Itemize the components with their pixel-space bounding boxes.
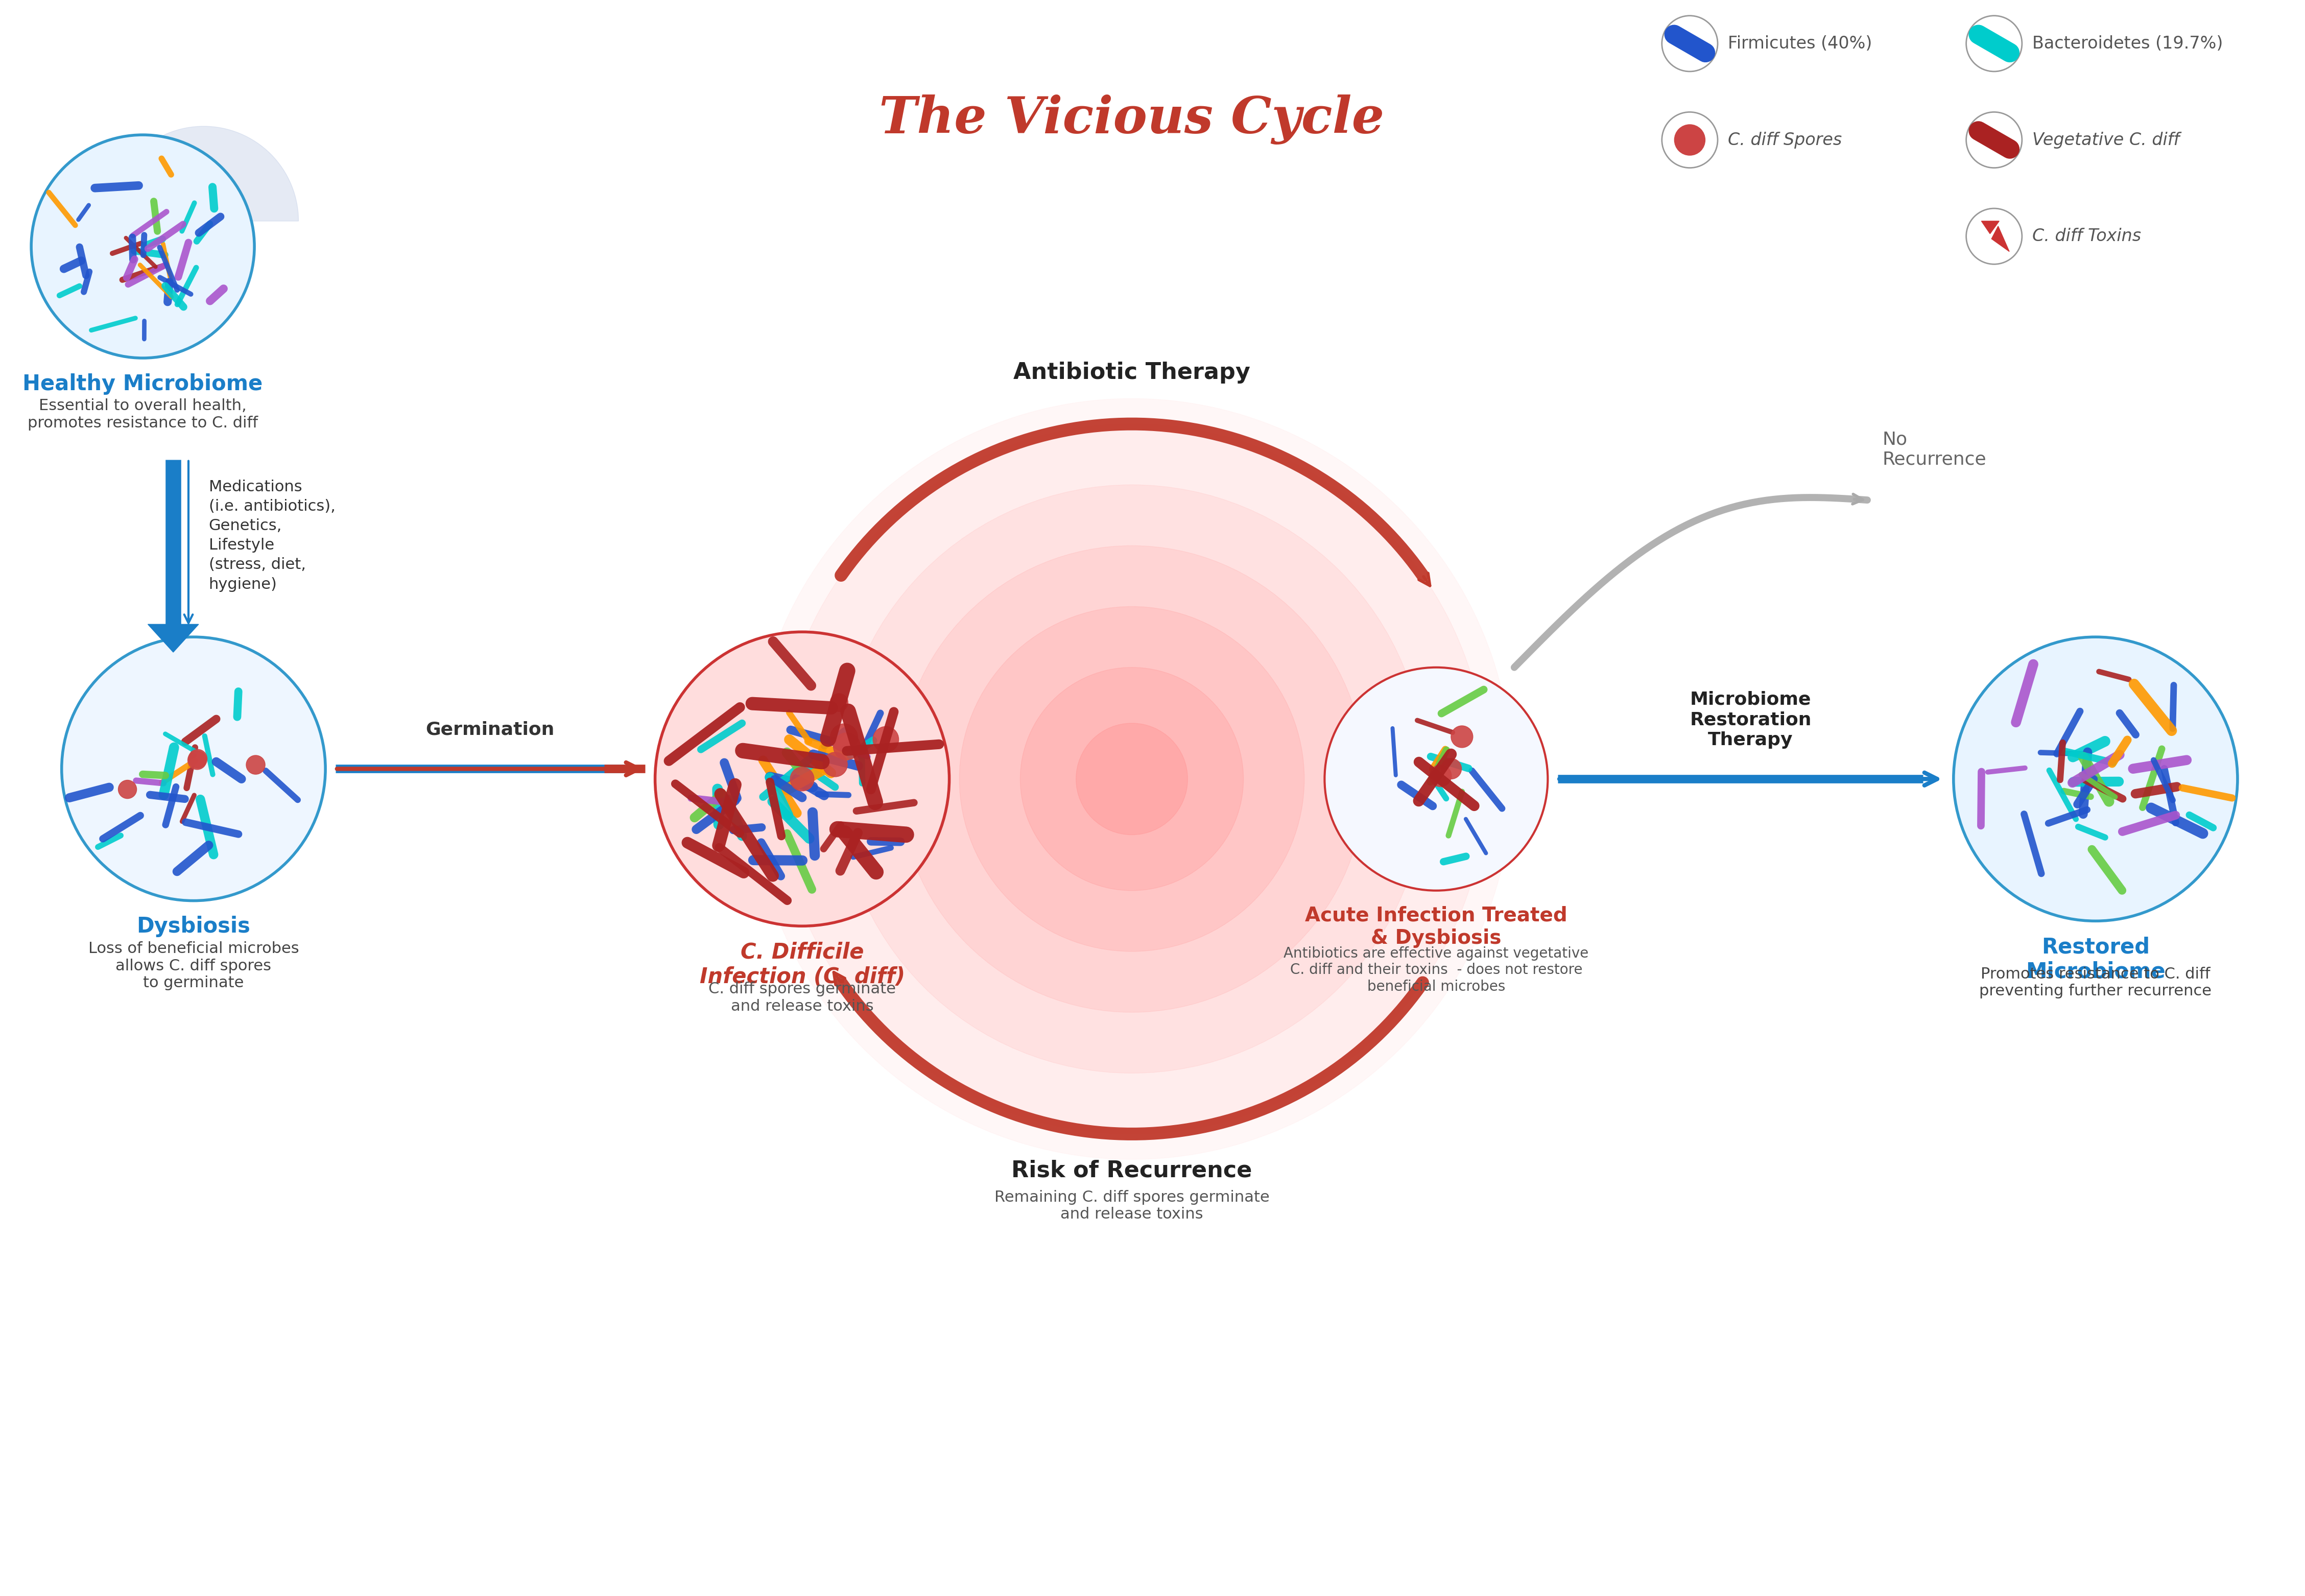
Circle shape bbox=[837, 485, 1427, 1073]
Circle shape bbox=[1662, 112, 1717, 168]
Circle shape bbox=[247, 755, 265, 774]
Circle shape bbox=[1452, 726, 1473, 747]
Polygon shape bbox=[1992, 227, 2010, 252]
Circle shape bbox=[1429, 764, 1452, 787]
Text: C. Difficile
Infection (C. diff): C. Difficile Infection (C. diff) bbox=[698, 942, 906, 988]
Text: Medications
(i.e. antibiotics),
Genetics,
Lifestyle
(stress, diet,
hygiene): Medications (i.e. antibiotics), Genetics… bbox=[210, 479, 334, 592]
Text: Firmicutes (40%): Firmicutes (40%) bbox=[1729, 35, 1872, 53]
Text: Promotes resistance to C. diff
preventing further recurrence: Promotes resistance to C. diff preventin… bbox=[1980, 967, 2213, 999]
Text: Loss of beneficial microbes
allows C. diff spores
to germinate: Loss of beneficial microbes allows C. di… bbox=[88, 942, 300, 991]
Text: Restored
Microbiome: Restored Microbiome bbox=[2026, 937, 2164, 983]
Text: Dysbiosis: Dysbiosis bbox=[136, 916, 251, 937]
Circle shape bbox=[118, 780, 136, 798]
Circle shape bbox=[1021, 667, 1242, 891]
Circle shape bbox=[189, 750, 207, 768]
Text: Acute Infection Treated
& Dysbiosis: Acute Infection Treated & Dysbiosis bbox=[1305, 907, 1567, 948]
Circle shape bbox=[1966, 209, 2021, 265]
Circle shape bbox=[834, 733, 860, 760]
Text: Antibiotic Therapy: Antibiotic Therapy bbox=[1014, 361, 1249, 383]
Circle shape bbox=[751, 399, 1512, 1159]
Text: Healthy Microbiome: Healthy Microbiome bbox=[23, 373, 263, 394]
Circle shape bbox=[1955, 637, 2238, 921]
Circle shape bbox=[1966, 112, 2021, 168]
Text: Remaining C. diff spores germinate
and release toxins: Remaining C. diff spores germinate and r… bbox=[993, 1189, 1270, 1223]
Text: Essential to overall health,
promotes resistance to C. diff: Essential to overall health, promotes re… bbox=[28, 399, 258, 431]
Text: Vegetative C. diff: Vegetative C. diff bbox=[2033, 131, 2178, 148]
Circle shape bbox=[1966, 16, 2021, 72]
Polygon shape bbox=[148, 624, 198, 653]
Text: The Vicious Cycle: The Vicious Cycle bbox=[878, 94, 1385, 144]
Polygon shape bbox=[1982, 222, 1998, 233]
Circle shape bbox=[1325, 667, 1547, 891]
Circle shape bbox=[32, 136, 254, 358]
Text: Bacteroidetes (19.7%): Bacteroidetes (19.7%) bbox=[2033, 35, 2222, 53]
Circle shape bbox=[62, 637, 325, 900]
Text: Risk of Recurrence: Risk of Recurrence bbox=[1012, 1159, 1252, 1181]
Text: C. diff Toxins: C. diff Toxins bbox=[2033, 228, 2141, 244]
Circle shape bbox=[1441, 758, 1461, 779]
Circle shape bbox=[959, 606, 1305, 951]
Text: C. diff Spores: C. diff Spores bbox=[1729, 131, 1842, 148]
Text: Germination: Germination bbox=[426, 721, 556, 739]
Circle shape bbox=[823, 752, 848, 777]
Circle shape bbox=[791, 768, 814, 792]
Circle shape bbox=[874, 726, 899, 752]
Text: Antibiotics are effective against vegetative
C. diff and their toxins  - does no: Antibiotics are effective against vegeta… bbox=[1284, 946, 1588, 994]
Circle shape bbox=[187, 750, 207, 769]
Circle shape bbox=[1673, 124, 1706, 155]
Circle shape bbox=[777, 425, 1487, 1135]
Circle shape bbox=[1662, 16, 1717, 72]
Circle shape bbox=[830, 694, 848, 712]
Circle shape bbox=[1076, 723, 1187, 835]
Circle shape bbox=[655, 632, 950, 926]
Text: C. diff spores germinate
and release toxins: C. diff spores germinate and release tox… bbox=[708, 982, 897, 1013]
Circle shape bbox=[830, 725, 857, 752]
Text: Microbiome
Restoration
Therapy: Microbiome Restoration Therapy bbox=[1690, 691, 1812, 749]
Wedge shape bbox=[108, 126, 300, 222]
Circle shape bbox=[899, 546, 1365, 1012]
Text: No
Recurrence: No Recurrence bbox=[1883, 431, 1987, 468]
